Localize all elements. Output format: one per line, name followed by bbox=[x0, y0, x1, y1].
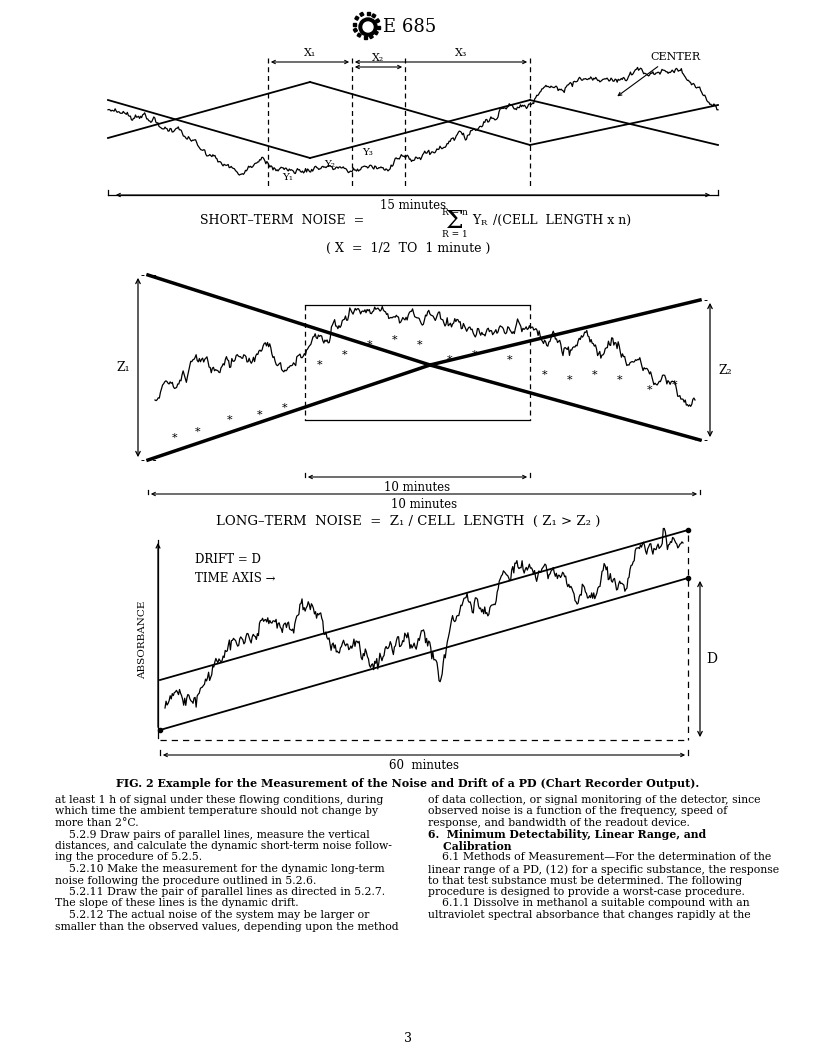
Text: *: * bbox=[447, 355, 453, 365]
Text: *: * bbox=[647, 385, 653, 395]
Text: *: * bbox=[617, 375, 623, 385]
Text: observed noise is a function of the frequency, speed of: observed noise is a function of the freq… bbox=[428, 807, 727, 816]
Text: at least 1 h of signal under these flowing conditions, during: at least 1 h of signal under these flowi… bbox=[55, 795, 384, 805]
Text: The slope of these lines is the dynamic drift.: The slope of these lines is the dynamic … bbox=[55, 899, 299, 908]
Text: ( X  =  1/2  TO  1 minute ): ( X = 1/2 TO 1 minute ) bbox=[326, 242, 490, 254]
Text: LONG–TERM  NOISE  =  Z₁ / CELL  LENGTH  ( Z₁ > Z₂ ): LONG–TERM NOISE = Z₁ / CELL LENGTH ( Z₁ … bbox=[215, 515, 601, 528]
Circle shape bbox=[363, 22, 373, 32]
Text: *: * bbox=[567, 375, 573, 385]
Text: ultraviolet spectral absorbance that changes rapidly at the: ultraviolet spectral absorbance that cha… bbox=[428, 910, 751, 920]
Text: which time the ambient temperature should not change by: which time the ambient temperature shoul… bbox=[55, 807, 378, 816]
Bar bbox=[353, 29, 357, 33]
Text: X₂: X₂ bbox=[372, 53, 384, 63]
Text: 15 minutes: 15 minutes bbox=[380, 199, 446, 212]
Text: /(CELL  LENGTH x n): /(CELL LENGTH x n) bbox=[489, 213, 631, 226]
Text: 10 minutes: 10 minutes bbox=[384, 480, 450, 494]
Text: 3: 3 bbox=[404, 1032, 412, 1044]
Text: *: * bbox=[257, 410, 263, 420]
Text: R: R bbox=[481, 219, 487, 227]
Text: Calibration: Calibration bbox=[428, 841, 512, 852]
Text: *: * bbox=[508, 355, 512, 365]
Text: E 685: E 685 bbox=[383, 18, 437, 36]
Text: of data collection, or signal monitoring of the detector, since: of data collection, or signal monitoring… bbox=[428, 795, 761, 805]
Text: Y₃: Y₃ bbox=[362, 148, 374, 157]
Text: ing the procedure of 5.2.5.: ing the procedure of 5.2.5. bbox=[55, 852, 202, 863]
Bar bbox=[374, 31, 378, 35]
Text: procedure is designed to provide a worst-case procedure.: procedure is designed to provide a worst… bbox=[428, 887, 745, 897]
Bar bbox=[377, 25, 380, 29]
Text: R = n: R = n bbox=[442, 208, 468, 216]
Text: *: * bbox=[317, 360, 323, 370]
Text: Σ: Σ bbox=[446, 210, 463, 233]
Text: SHORT–TERM  NOISE  =: SHORT–TERM NOISE = bbox=[200, 213, 364, 226]
Text: D: D bbox=[706, 652, 717, 666]
Text: *: * bbox=[592, 370, 598, 380]
Text: 60  minutes: 60 minutes bbox=[389, 759, 459, 772]
Text: Y₁: Y₁ bbox=[282, 173, 294, 182]
Bar bbox=[372, 14, 376, 18]
Text: FIG. 2 Example for the Measurement of the Noise and Drift of a PD (Chart Recorde: FIG. 2 Example for the Measurement of th… bbox=[117, 778, 699, 789]
Text: R = 1: R = 1 bbox=[442, 230, 468, 239]
Text: 5.2.12 The actual noise of the system may be larger or: 5.2.12 The actual noise of the system ma… bbox=[55, 910, 370, 920]
Text: *: * bbox=[672, 380, 678, 390]
Bar bbox=[369, 35, 373, 39]
Text: Z₁: Z₁ bbox=[117, 361, 130, 374]
Text: 5.2.11 Draw the pair of parallel lines as directed in 5.2.7.: 5.2.11 Draw the pair of parallel lines a… bbox=[55, 887, 385, 897]
Text: *: * bbox=[472, 350, 478, 360]
Text: ABSORBANCE: ABSORBANCE bbox=[139, 601, 148, 679]
Bar bbox=[355, 16, 359, 20]
Bar bbox=[360, 13, 364, 17]
Bar bbox=[357, 33, 361, 37]
Text: noise following the procedure outlined in 5.2.6.: noise following the procedure outlined i… bbox=[55, 875, 317, 886]
Text: *: * bbox=[417, 340, 423, 350]
Text: Z₂: Z₂ bbox=[718, 363, 732, 377]
Text: distances, and calculate the dynamic short-term noise follow-: distances, and calculate the dynamic sho… bbox=[55, 841, 392, 851]
Text: *: * bbox=[342, 350, 348, 360]
Bar bbox=[353, 22, 356, 25]
Text: response, and bandwidth of the readout device.: response, and bandwidth of the readout d… bbox=[428, 818, 690, 828]
Text: Y: Y bbox=[472, 213, 481, 226]
Text: 6.1.1 Dissolve in methanol a suitable compound with an: 6.1.1 Dissolve in methanol a suitable co… bbox=[428, 899, 750, 908]
Text: to that test substance must be determined. The following: to that test substance must be determine… bbox=[428, 875, 743, 886]
Text: 6.1 Methods of Measurement—For the determination of the: 6.1 Methods of Measurement—For the deter… bbox=[428, 852, 771, 863]
Text: *: * bbox=[367, 340, 373, 350]
Text: *: * bbox=[172, 433, 178, 444]
Text: CENTER: CENTER bbox=[650, 52, 700, 62]
Text: 10 minutes: 10 minutes bbox=[391, 498, 457, 511]
Text: *: * bbox=[227, 415, 233, 425]
Bar bbox=[375, 19, 379, 23]
Bar bbox=[363, 36, 366, 39]
Text: DRIFT = D: DRIFT = D bbox=[195, 553, 261, 566]
Text: 5.2.10 Make the measurement for the dynamic long-term: 5.2.10 Make the measurement for the dyna… bbox=[55, 864, 384, 874]
Text: Y₂: Y₂ bbox=[325, 161, 335, 169]
Text: 6.  Minimum Detectability, Linear Range, and: 6. Minimum Detectability, Linear Range, … bbox=[428, 830, 706, 841]
Bar bbox=[366, 12, 370, 15]
Text: *: * bbox=[392, 335, 398, 345]
Text: *: * bbox=[195, 427, 201, 437]
Text: *: * bbox=[542, 370, 548, 380]
Text: 5.2.9 Draw pairs of parallel lines, measure the vertical: 5.2.9 Draw pairs of parallel lines, meas… bbox=[55, 830, 370, 840]
Text: TIME AXIS →: TIME AXIS → bbox=[195, 572, 276, 585]
Text: linear range of a PD, (12) for a specific substance, the response: linear range of a PD, (12) for a specifi… bbox=[428, 864, 779, 874]
Text: *: * bbox=[282, 403, 288, 413]
Text: X₃: X₃ bbox=[455, 48, 468, 58]
Circle shape bbox=[359, 18, 377, 36]
Text: more than 2°C.: more than 2°C. bbox=[55, 818, 139, 828]
Text: smaller than the observed values, depending upon the method: smaller than the observed values, depend… bbox=[55, 922, 399, 931]
Text: X₁: X₁ bbox=[304, 48, 316, 58]
